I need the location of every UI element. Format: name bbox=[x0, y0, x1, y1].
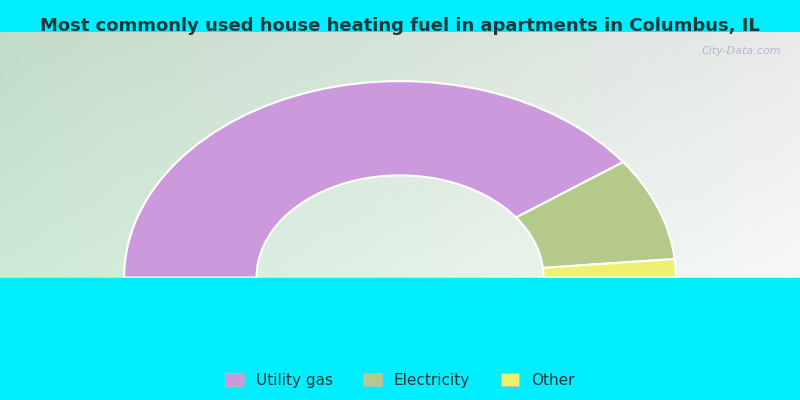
Wedge shape bbox=[543, 259, 676, 278]
Wedge shape bbox=[124, 81, 623, 278]
Text: City-Data.com: City-Data.com bbox=[701, 46, 781, 56]
Text: Most commonly used house heating fuel in apartments in Columbus, IL: Most commonly used house heating fuel in… bbox=[40, 17, 760, 35]
Legend: Utility gas, Electricity, Other: Utility gas, Electricity, Other bbox=[219, 366, 581, 394]
Bar bbox=[0, 278, 800, 366]
Wedge shape bbox=[516, 162, 674, 268]
